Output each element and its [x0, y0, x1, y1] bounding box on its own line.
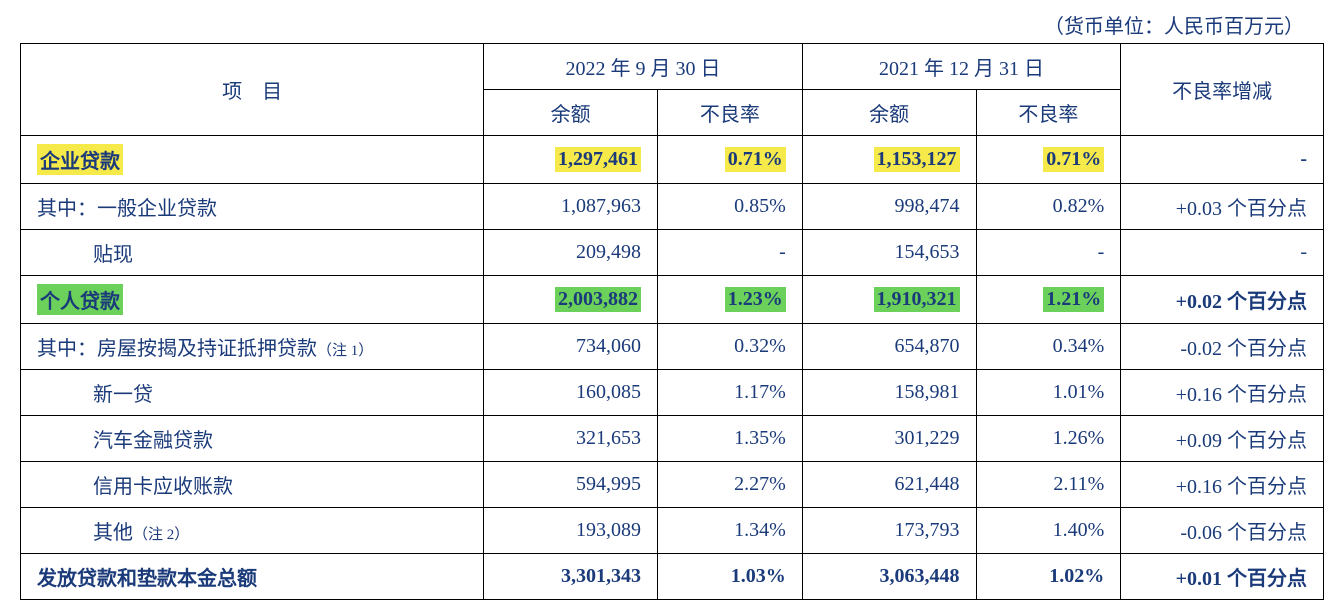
- cell-change: -0.02 个百分点: [1121, 324, 1324, 370]
- table-row: 贴现 209,498 - 154,653 - -: [21, 230, 1324, 276]
- cell-item: 新一贷: [21, 370, 484, 416]
- cell-change: +0.02 个百分点: [1121, 276, 1324, 324]
- cell-balance: 158,981: [802, 370, 976, 416]
- table-row: 其中：一般企业贷款 1,087,963 0.85% 998,474 0.82% …: [21, 184, 1324, 230]
- cell-rate: 1.03%: [658, 554, 803, 600]
- cell-rate: 1.26%: [976, 416, 1121, 462]
- cell-rate: 1.34%: [658, 508, 803, 554]
- table-row: 发放贷款和垫款本金总额 3,301,343 1.03% 3,063,448 1.…: [21, 554, 1324, 600]
- cell-balance: 1,910,321: [802, 276, 976, 324]
- cell-change: -0.06 个百分点: [1121, 508, 1324, 554]
- cell-balance: 193,089: [484, 508, 658, 554]
- cell-item: 发放贷款和垫款本金总额: [21, 554, 484, 600]
- cell-item: 贴现: [21, 230, 484, 276]
- cell-change: +0.09 个百分点: [1121, 416, 1324, 462]
- cell-rate: 1.35%: [658, 416, 803, 462]
- cell-rate: 1.02%: [976, 554, 1121, 600]
- cell-balance: 998,474: [802, 184, 976, 230]
- cell-balance: 654,870: [802, 324, 976, 370]
- cell-item: 汽车金融贷款: [21, 416, 484, 462]
- item-text: 其中：房屋按揭及持证抵押贷款: [37, 338, 317, 360]
- table-row: 个人贷款 2,003,882 1.23% 1,910,321 1.21% +0.…: [21, 276, 1324, 324]
- highlight-green: 2,003,882: [555, 287, 641, 312]
- cell-balance: 321,653: [484, 416, 658, 462]
- cell-item: 信用卡应收账款: [21, 462, 484, 508]
- cell-rate: 1.23%: [658, 276, 803, 324]
- cell-item: 个人贷款: [21, 276, 484, 324]
- cell-balance: 301,229: [802, 416, 976, 462]
- header-change: 不良率增减: [1121, 44, 1324, 136]
- cell-rate: 0.34%: [976, 324, 1121, 370]
- item-note: （注 1）: [317, 343, 373, 359]
- cell-change: +0.01 个百分点: [1121, 554, 1324, 600]
- highlight-yellow: 0.71%: [725, 147, 786, 172]
- cell-rate: -: [976, 230, 1121, 276]
- cell-rate: 0.32%: [658, 324, 803, 370]
- cell-rate: 2.11%: [976, 462, 1121, 508]
- table-row: 企业贷款 1,297,461 0.71% 1,153,127 0.71% -: [21, 136, 1324, 184]
- highlight-green: 个人贷款: [37, 284, 123, 315]
- cell-balance: 1,153,127: [802, 136, 976, 184]
- cell-item: 其他（注 2）: [21, 508, 484, 554]
- cell-change: -: [1121, 230, 1324, 276]
- cell-rate: 1.17%: [658, 370, 803, 416]
- loan-quality-table: 项 目 2022 年 9 月 30 日 2021 年 12 月 31 日 不良率…: [20, 43, 1324, 600]
- cell-balance: 3,063,448: [802, 554, 976, 600]
- cell-change: -: [1121, 136, 1324, 184]
- cell-balance: 2,003,882: [484, 276, 658, 324]
- cell-change: +0.16 个百分点: [1121, 462, 1324, 508]
- highlight-green: 1.23%: [725, 287, 786, 312]
- highlight-yellow: 1,153,127: [874, 147, 960, 172]
- cell-balance: 160,085: [484, 370, 658, 416]
- currency-unit-label: （货币单位：人民币百万元）: [20, 10, 1324, 39]
- cell-change: +0.16 个百分点: [1121, 370, 1324, 416]
- highlight-green: 1.21%: [1043, 287, 1104, 312]
- highlight-yellow: 企业贷款: [37, 144, 123, 175]
- item-text: 其他: [93, 522, 133, 544]
- header-item: 项 目: [21, 44, 484, 136]
- cell-item: 其中：一般企业贷款: [21, 184, 484, 230]
- cell-rate: 0.71%: [976, 136, 1121, 184]
- cell-balance: 1,087,963: [484, 184, 658, 230]
- cell-rate: 1.01%: [976, 370, 1121, 416]
- cell-rate: 0.71%: [658, 136, 803, 184]
- cell-balance: 734,060: [484, 324, 658, 370]
- table-row: 其中：房屋按揭及持证抵押贷款（注 1） 734,060 0.32% 654,87…: [21, 324, 1324, 370]
- cell-rate: 0.85%: [658, 184, 803, 230]
- table-row: 其他（注 2） 193,089 1.34% 173,793 1.40% -0.0…: [21, 508, 1324, 554]
- highlight-yellow: 0.71%: [1043, 147, 1104, 172]
- table-row: 信用卡应收账款 594,995 2.27% 621,448 2.11% +0.1…: [21, 462, 1324, 508]
- cell-balance: 209,498: [484, 230, 658, 276]
- cell-balance: 154,653: [802, 230, 976, 276]
- header-rate-2: 不良率: [976, 90, 1121, 136]
- highlight-yellow: 1,297,461: [555, 147, 641, 172]
- cell-rate: 1.40%: [976, 508, 1121, 554]
- cell-rate: 1.21%: [976, 276, 1121, 324]
- header-period2: 2021 年 12 月 31 日: [802, 44, 1121, 90]
- header-balance-1: 余额: [484, 90, 658, 136]
- cell-balance: 3,301,343: [484, 554, 658, 600]
- cell-item: 其中：房屋按揭及持证抵押贷款（注 1）: [21, 324, 484, 370]
- table-row: 新一贷 160,085 1.17% 158,981 1.01% +0.16 个百…: [21, 370, 1324, 416]
- table-header-row-1: 项 目 2022 年 9 月 30 日 2021 年 12 月 31 日 不良率…: [21, 44, 1324, 90]
- table-row: 汽车金融贷款 321,653 1.35% 301,229 1.26% +0.09…: [21, 416, 1324, 462]
- header-rate-1: 不良率: [658, 90, 803, 136]
- cell-item: 企业贷款: [21, 136, 484, 184]
- cell-rate: -: [658, 230, 803, 276]
- cell-change: +0.03 个百分点: [1121, 184, 1324, 230]
- item-note: （注 2）: [133, 527, 189, 543]
- header-balance-2: 余额: [802, 90, 976, 136]
- cell-rate: 2.27%: [658, 462, 803, 508]
- header-period1: 2022 年 9 月 30 日: [484, 44, 803, 90]
- cell-balance: 173,793: [802, 508, 976, 554]
- cell-balance: 594,995: [484, 462, 658, 508]
- cell-balance: 621,448: [802, 462, 976, 508]
- cell-balance: 1,297,461: [484, 136, 658, 184]
- highlight-green: 1,910,321: [874, 287, 960, 312]
- cell-rate: 0.82%: [976, 184, 1121, 230]
